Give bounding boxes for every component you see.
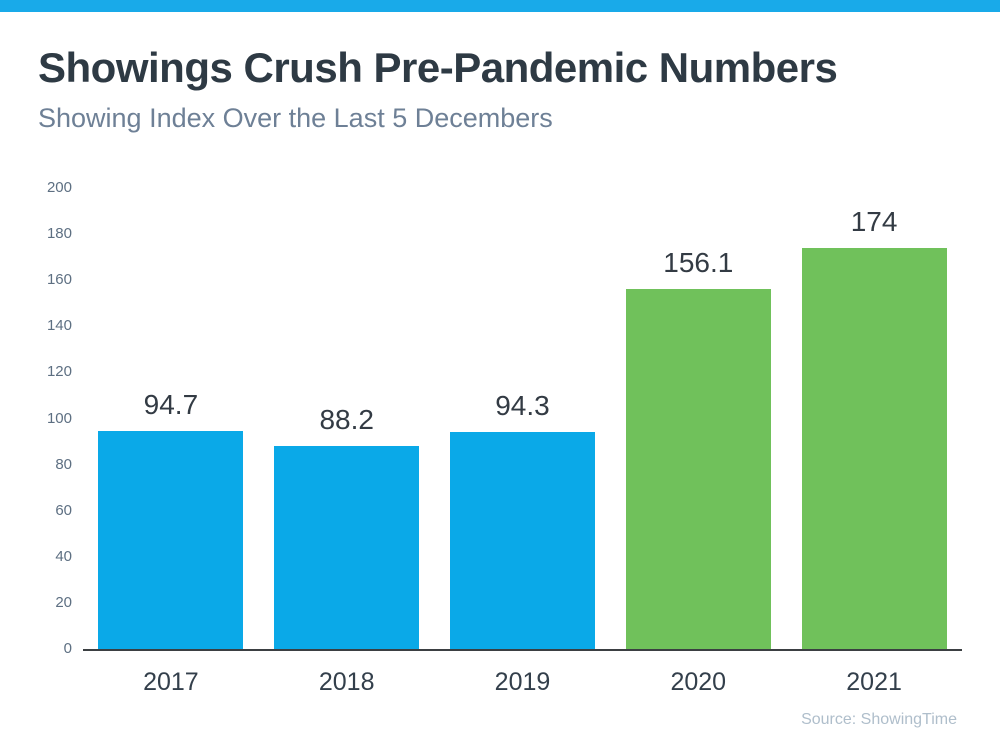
bar-2020 [625,289,771,649]
source-attribution: Source: ShowingTime [801,711,957,728]
bar-2019 [450,431,595,649]
x-tick-label-2018: 2018 [318,668,375,696]
top-accent-bar [0,0,1000,12]
x-tick-label-2017: 2017 [143,668,199,696]
value-label-2017: 94.7 [143,388,199,420]
x-tick-label-2020: 2020 [670,668,727,696]
plot-area: 94.7 88.2 94.3 156.1 174 [83,188,962,651]
y-tick-label-100: 100 [46,409,72,427]
x-axis-line [83,649,962,651]
y-tick-label-200: 200 [46,179,72,196]
x-tick-label-2019: 2019 [494,668,551,696]
value-label-2019: 94.3 [495,389,550,421]
y-tick-label-40: 40 [55,547,72,565]
value-label-2021: 174 [850,205,898,237]
bar-2021 [801,247,947,649]
y-tick-label-80: 80 [55,455,72,473]
y-tick-label-20: 20 [55,593,72,611]
chart-title: Showings Crush Pre-Pandemic Numbers [38,44,838,91]
y-tick-label-180: 180 [46,225,72,243]
y-axis: 0 20 40 60 80 100 120 140 160 180 200 [28,179,72,657]
bar-2017 [98,430,244,649]
y-tick-label-60: 60 [55,501,72,519]
y-tick-label-0: 0 [63,640,72,657]
x-axis-labels: 2017 2018 2019 2020 2021 [83,668,962,702]
bar-2018 [274,445,420,649]
chart-subtitle: Showing Index Over the Last 5 Decembers [38,103,553,133]
value-label-2018: 88.2 [319,403,374,435]
value-label-2020: 156.1 [663,247,734,279]
y-tick-label-120: 120 [46,363,72,381]
y-tick-label-160: 160 [46,271,72,289]
y-tick-label-140: 140 [46,317,72,335]
x-tick-label-2021: 2021 [846,668,902,696]
